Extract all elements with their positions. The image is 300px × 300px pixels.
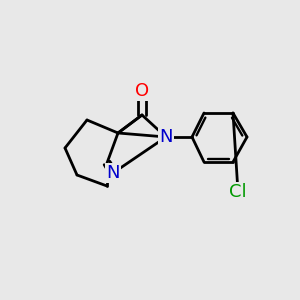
Text: N: N <box>159 128 173 146</box>
Text: N: N <box>106 164 120 182</box>
Text: O: O <box>135 82 149 100</box>
Text: Cl: Cl <box>229 183 247 201</box>
